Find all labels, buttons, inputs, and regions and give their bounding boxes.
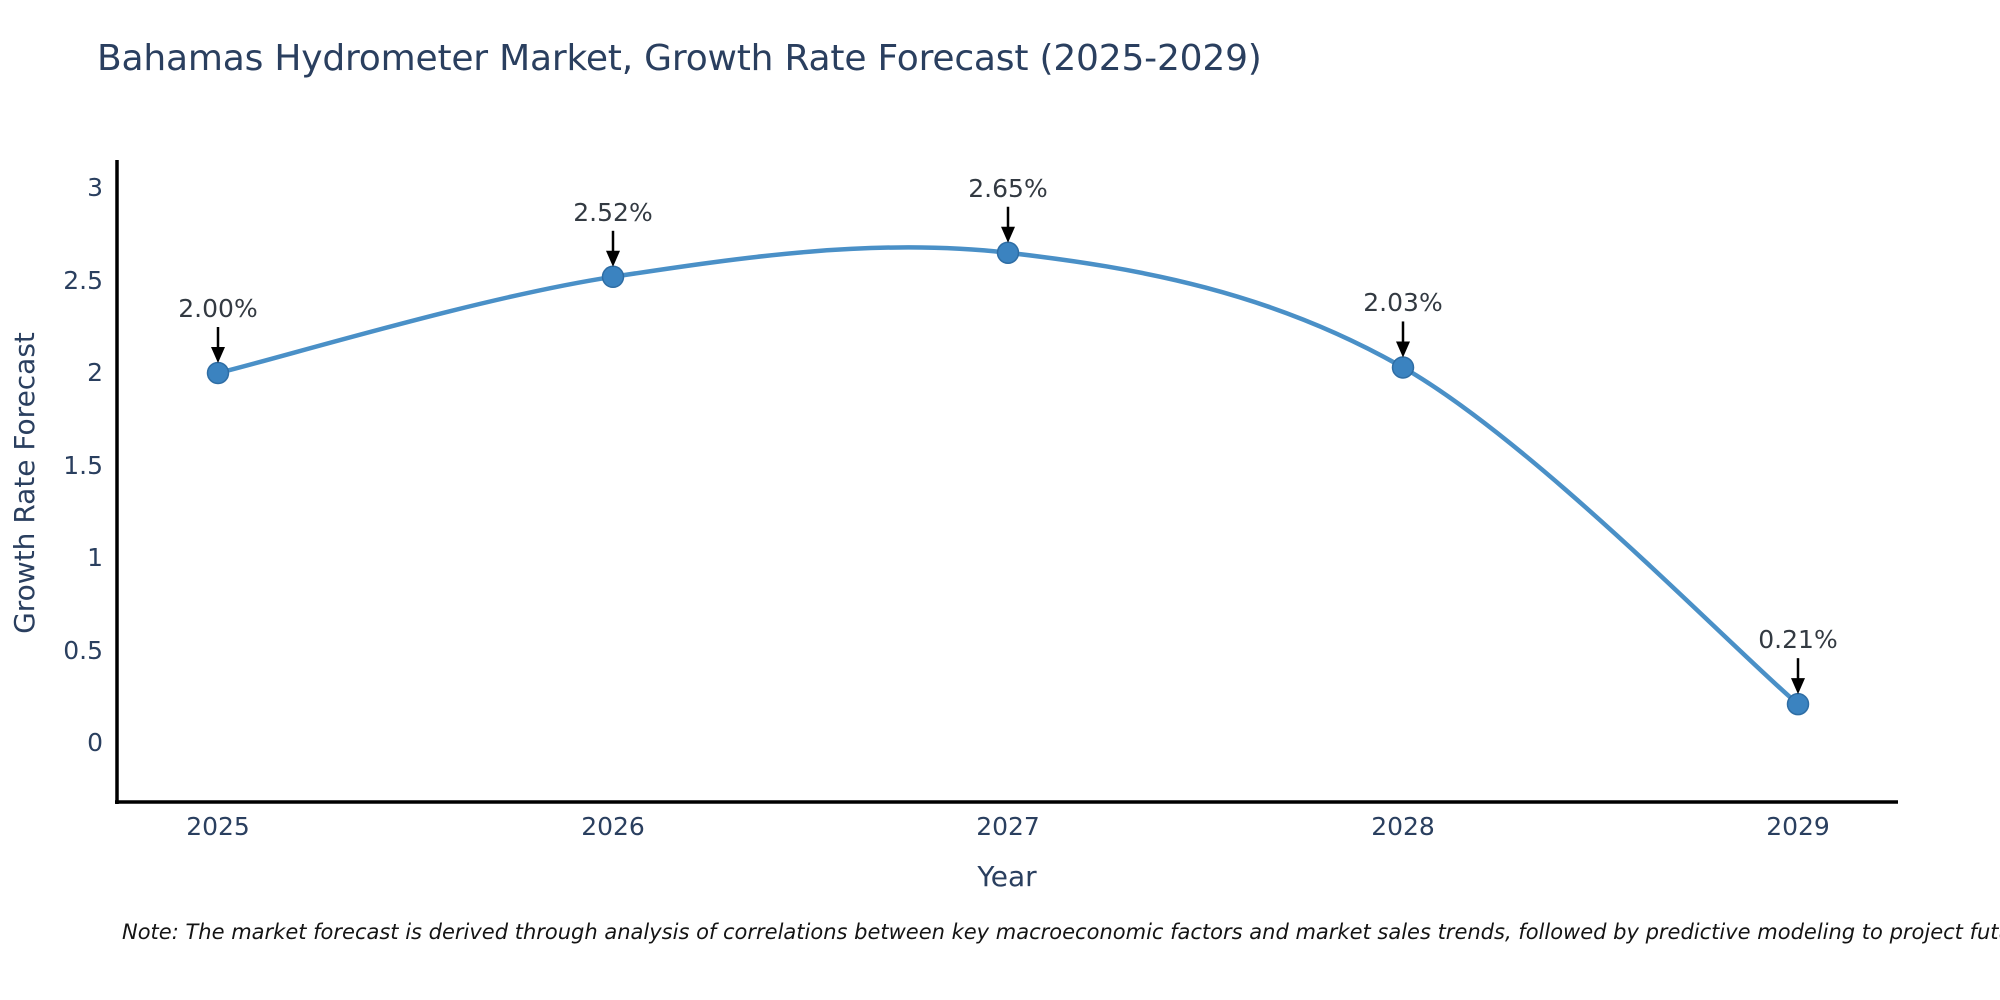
x-tick-label: 2027 (976, 812, 1040, 841)
data-point-label: 0.21% (1758, 625, 1838, 655)
forecast-line (215, 245, 1801, 707)
x-tick-label: 2028 (1371, 812, 1435, 841)
annotation-arrowhead (1791, 678, 1805, 695)
data-point-marker (601, 265, 625, 289)
data-point-label: 2.00% (178, 294, 258, 323)
y-tick-label: 1.5 (63, 450, 103, 480)
data-point-marker (1391, 356, 1415, 379)
y-tick-label: 3 (87, 173, 103, 202)
data-point-label: 2.52% (573, 197, 653, 227)
chart-title: Bahamas Hydrometer Market, Growth Rate F… (97, 38, 1262, 79)
data-point-marker (996, 241, 1020, 264)
data-point-label: 2.65% (968, 173, 1048, 203)
annotation-arrowhead (1001, 226, 1015, 243)
y-tick-label: 2.5 (63, 265, 103, 295)
annotation-arrowhead (211, 347, 225, 363)
annotation-arrowhead (606, 250, 620, 267)
x-axis-title: Year (977, 860, 1037, 893)
annotation-arrowhead (1396, 341, 1410, 358)
data-point-label: 2.03% (1363, 288, 1443, 318)
footnote: Note: The market forecast is derived thr… (122, 920, 2000, 944)
data-point-marker (1786, 692, 1810, 716)
y-tick-label: 1 (87, 543, 103, 572)
x-tick-label: 2025 (186, 812, 250, 841)
data-point-marker (206, 361, 230, 385)
y-tick-label: 0 (87, 728, 103, 757)
y-tick-label: 0.5 (63, 635, 103, 665)
y-tick-label: 2 (87, 358, 103, 387)
x-tick-label: 2026 (581, 812, 645, 841)
x-tick-label: 2029 (1766, 812, 1830, 841)
